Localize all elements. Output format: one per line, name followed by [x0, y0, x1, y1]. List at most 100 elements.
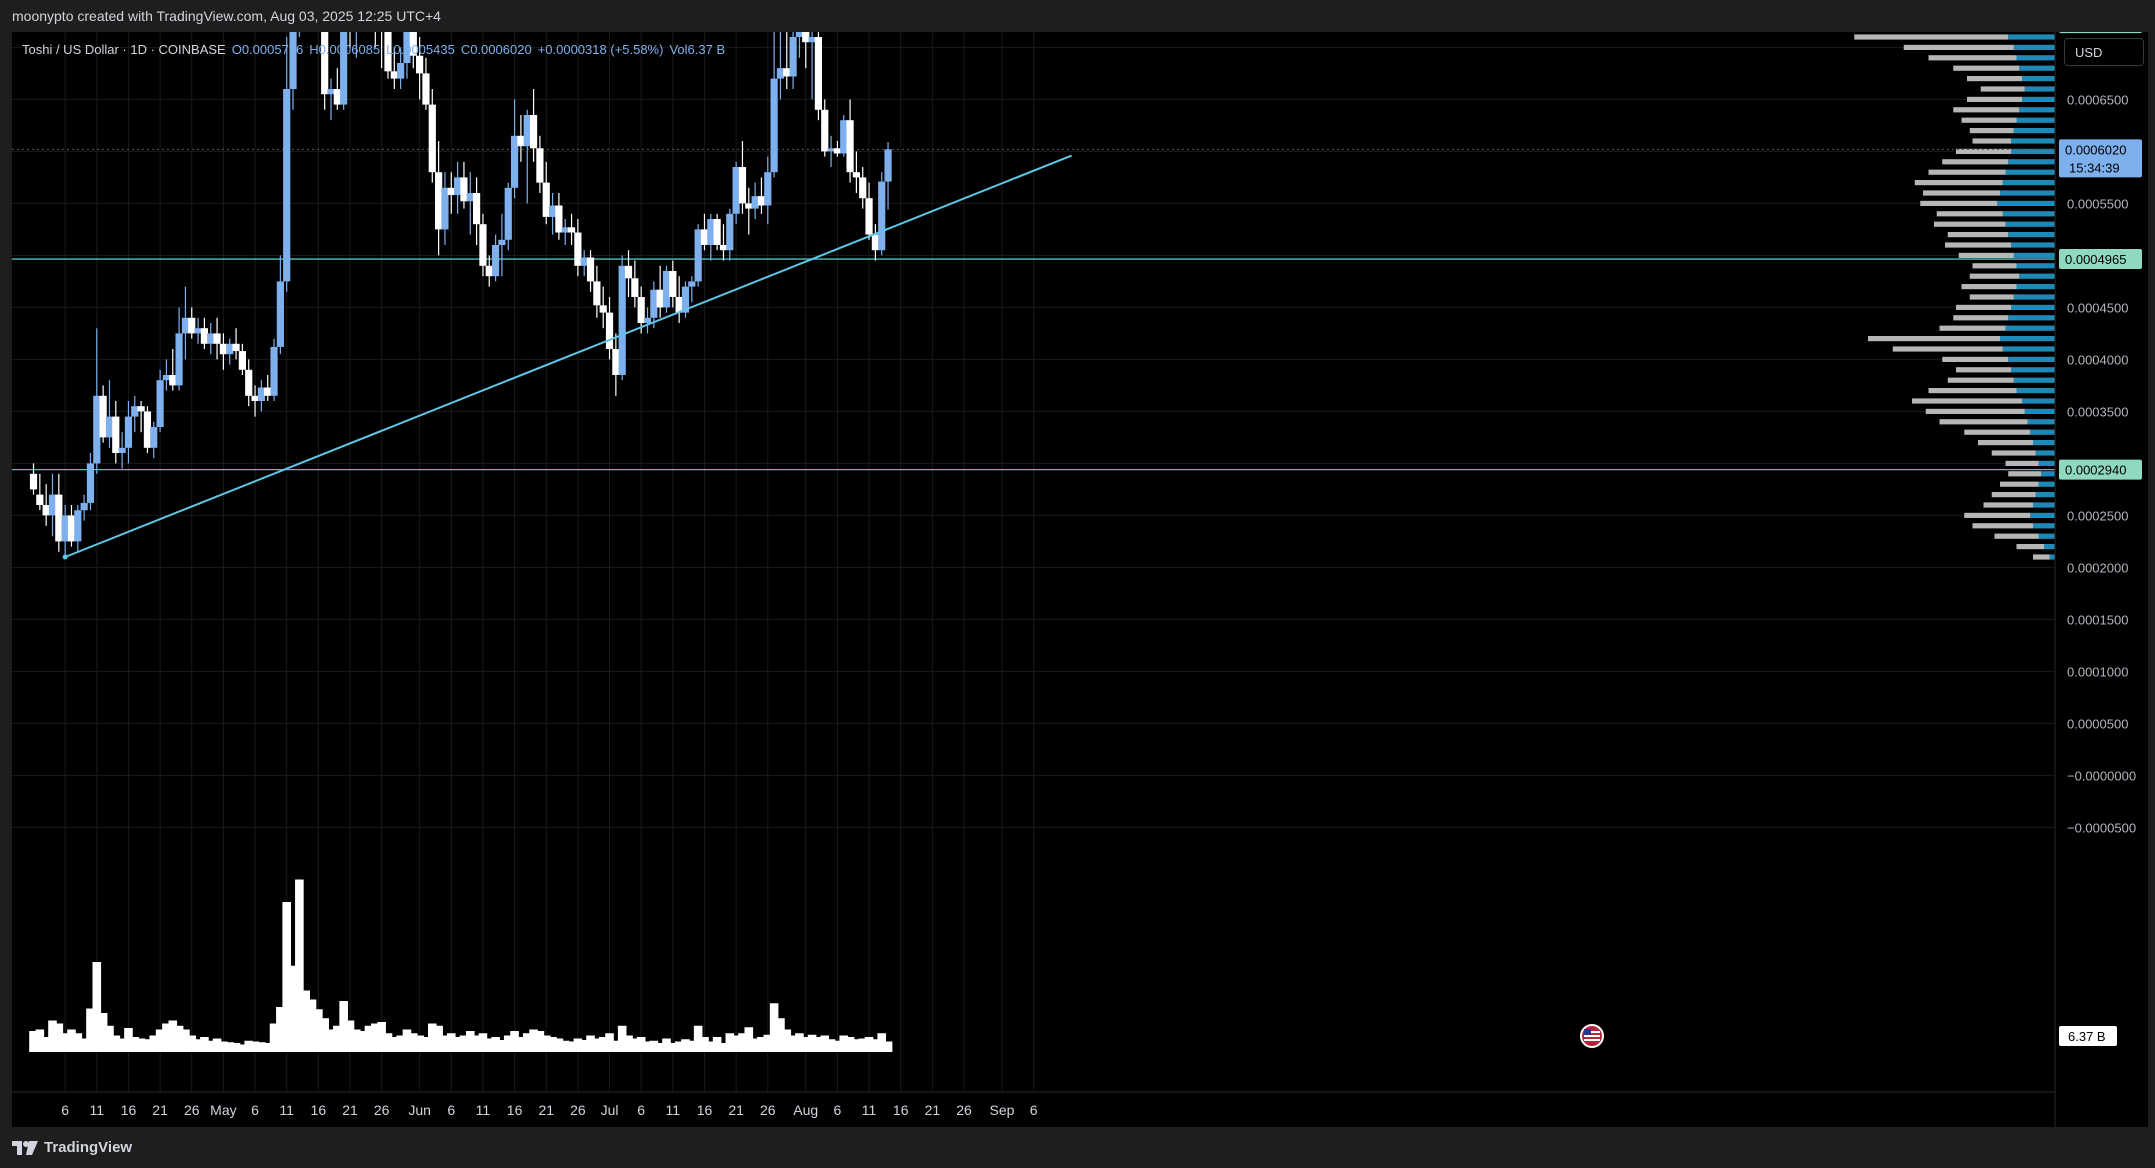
candle-body[interactable] [162, 375, 171, 381]
candle-body[interactable] [814, 37, 823, 110]
candle-body[interactable] [327, 89, 335, 95]
candle-body[interactable] [232, 343, 240, 352]
candle-body[interactable] [29, 473, 38, 490]
candle-body[interactable] [175, 333, 183, 386]
candle-body[interactable] [605, 312, 614, 349]
candle-body[interactable] [131, 406, 139, 417]
candle-body[interactable] [124, 416, 133, 448]
us-flag-icon[interactable] [1580, 1024, 1604, 1048]
candle-body[interactable] [656, 289, 664, 308]
candle-body[interactable] [213, 333, 221, 344]
candle-body[interactable] [137, 406, 145, 412]
candle-body[interactable] [732, 167, 740, 214]
candle-body[interactable] [643, 317, 652, 323]
candle-body[interactable] [498, 239, 506, 245]
candle-body[interactable] [409, 32, 417, 56]
candle-body[interactable] [846, 120, 854, 173]
candle-body[interactable] [612, 349, 620, 375]
candle-body[interactable] [738, 167, 747, 204]
candle-body[interactable] [840, 120, 848, 154]
candle-body[interactable] [770, 78, 778, 173]
candle-body[interactable] [67, 515, 76, 542]
tradingview-logo[interactable]: TradingView [12, 1139, 132, 1156]
candle-body[interactable] [688, 281, 696, 287]
candle-body[interactable] [207, 333, 215, 344]
candle-body[interactable] [624, 265, 633, 279]
candle-body[interactable] [751, 196, 759, 209]
candle-body[interactable] [48, 494, 57, 516]
candle-body[interactable] [384, 32, 392, 72]
candle-body[interactable] [827, 148, 835, 152]
candle-body[interactable] [390, 71, 398, 79]
candle-body[interactable] [719, 245, 728, 251]
candle-body[interactable] [852, 172, 860, 178]
candle-body[interactable] [542, 182, 550, 217]
candle-body[interactable] [333, 89, 341, 105]
candle-body[interactable] [226, 343, 234, 355]
candle-body[interactable] [112, 416, 120, 453]
candle-body[interactable] [93, 395, 101, 464]
candle-body[interactable] [713, 219, 721, 245]
candle-body[interactable] [61, 515, 69, 542]
candle-body[interactable] [618, 265, 626, 375]
candle-body[interactable] [523, 115, 531, 147]
candle-body[interactable] [681, 286, 690, 313]
candle-body[interactable] [631, 278, 639, 297]
candle-body[interactable] [726, 213, 734, 251]
candle-body[interactable] [586, 257, 595, 282]
candle-body[interactable] [795, 32, 804, 37]
candle-body[interactable] [865, 198, 873, 235]
candle-body[interactable] [529, 115, 538, 149]
legend-symbol[interactable]: Toshi / US Dollar · 1D · COINBASE [22, 42, 226, 57]
candle-body[interactable] [105, 416, 114, 438]
candle-body[interactable] [219, 343, 227, 355]
candle-body[interactable] [821, 109, 829, 152]
candle-body[interactable] [416, 55, 424, 74]
candle-body[interactable] [485, 265, 493, 277]
candle-body[interactable] [637, 297, 645, 323]
candle-body[interactable] [200, 328, 209, 344]
candle-body[interactable] [181, 317, 190, 334]
candle-body[interactable] [55, 494, 63, 542]
candle-body[interactable] [251, 395, 259, 401]
candle-body[interactable] [143, 411, 152, 448]
candle-body[interactable] [650, 289, 658, 318]
candle-body[interactable] [397, 63, 405, 79]
symbol-legend[interactable]: Toshi / US Dollar · 1D · COINBASE O0.000… [22, 42, 725, 57]
candle-body[interactable] [441, 187, 449, 230]
candle-body[interactable] [745, 203, 753, 209]
candle-body[interactable] [289, 32, 297, 89]
candle-body[interactable] [169, 375, 177, 386]
candle-body[interactable] [808, 37, 816, 43]
candle-body[interactable] [321, 32, 329, 95]
candle-body[interactable] [340, 32, 348, 105]
candle-body[interactable] [662, 271, 671, 308]
candle-body[interactable] [460, 177, 468, 202]
candle-body[interactable] [669, 271, 677, 297]
candle-body[interactable] [700, 229, 709, 245]
candle-body[interactable] [561, 227, 569, 233]
candle-body[interactable] [245, 369, 253, 396]
candle-body[interactable] [580, 257, 588, 266]
candle-body[interactable] [447, 187, 455, 196]
currency-button[interactable]: USD [2064, 38, 2144, 66]
candle-body[interactable] [42, 505, 50, 516]
candle-body[interactable] [403, 32, 411, 64]
chart-panel[interactable]: 6 11 16 21 26 May 6 11 16 21 26 Jun 6 11 16 21 26 Jul 6 11 1… [12, 32, 2148, 1127]
candle-body[interactable] [86, 463, 95, 503]
candle-body[interactable] [257, 387, 265, 401]
candle-body[interactable] [156, 380, 164, 427]
candle-body[interactable] [536, 148, 544, 183]
candle-body[interactable] [188, 317, 196, 334]
candle-body[interactable] [764, 172, 772, 206]
candle-body[interactable] [238, 351, 246, 370]
candle-body[interactable] [80, 502, 88, 511]
candle-body[interactable] [74, 510, 82, 542]
candle-body[interactable] [548, 205, 557, 217]
candle-body[interactable] [428, 104, 436, 173]
candle-body[interactable] [707, 219, 715, 245]
candle-body[interactable] [510, 135, 519, 188]
candle-body[interactable] [454, 177, 462, 196]
candle-body[interactable] [574, 232, 582, 266]
candle-body[interactable] [757, 196, 766, 206]
